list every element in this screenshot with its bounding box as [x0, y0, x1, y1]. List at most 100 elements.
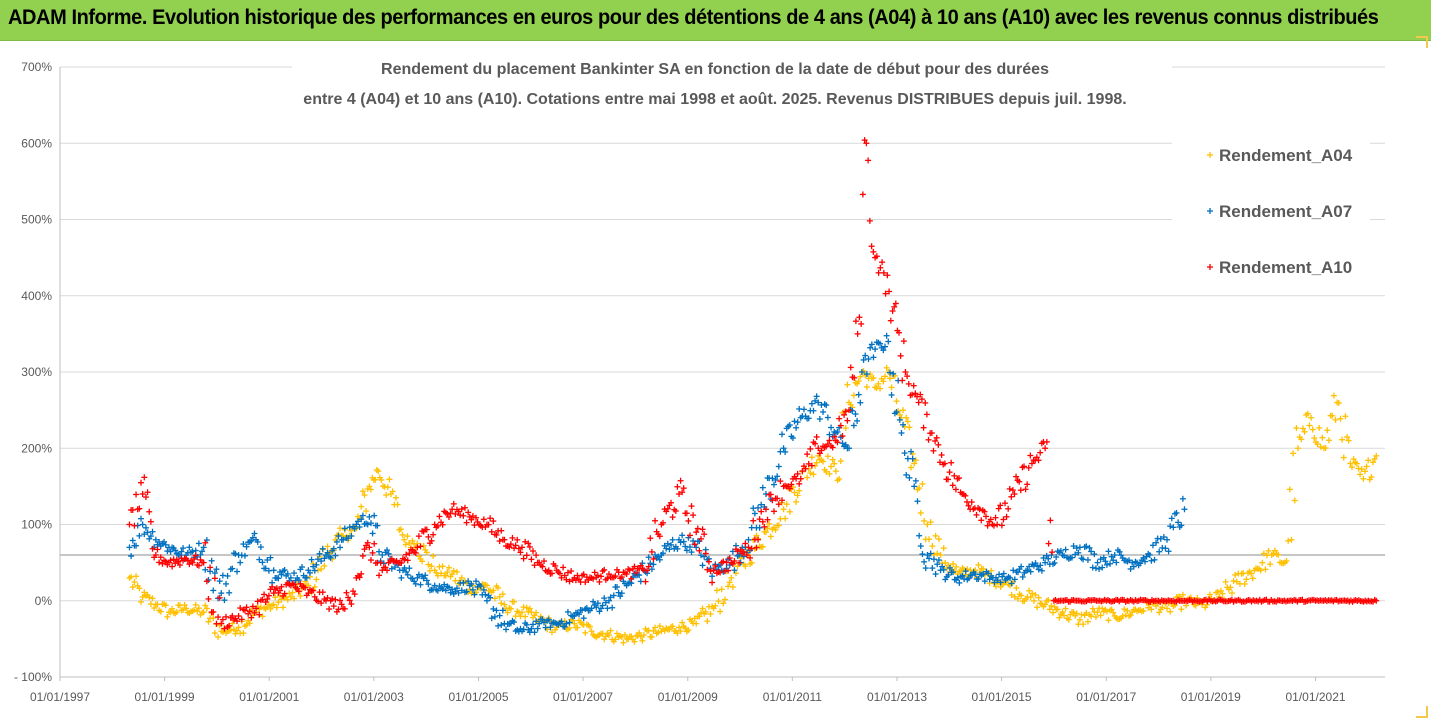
- data-point-trace: [534, 559, 541, 566]
- data-point-trace: [1005, 581, 1012, 588]
- data-point-trace: [1010, 567, 1017, 574]
- data-point-trace: [935, 441, 942, 448]
- data-point-trace: [411, 540, 418, 547]
- data-point: [431, 582, 438, 589]
- data-point-trace: [908, 448, 915, 455]
- data-point-trace: [607, 594, 614, 601]
- data-point-trace: [517, 549, 524, 556]
- data-point-trace: [423, 577, 430, 584]
- data-point-trace: [839, 440, 846, 447]
- data-point-trace: [981, 578, 988, 585]
- data-point-trace: [968, 499, 975, 506]
- data-point-trace: [910, 382, 917, 389]
- data-point-trace: [404, 533, 411, 540]
- data-point-trace: [737, 546, 744, 553]
- data-point-trace: [458, 574, 465, 581]
- data-point-trace: [384, 567, 391, 574]
- data-point-trace: [593, 604, 600, 611]
- data-point-trace: [234, 568, 241, 575]
- data-point-trace: [950, 560, 957, 567]
- data-point-trace: [965, 502, 972, 509]
- data-point-trace: [262, 599, 269, 606]
- data-point-trace: [860, 356, 867, 363]
- data-point-trace: [383, 492, 390, 499]
- data-point-trace: [267, 554, 274, 561]
- data-point-trace: [764, 525, 771, 532]
- data-point-trace: [354, 518, 361, 525]
- data-point-trace: [211, 575, 218, 582]
- data-point-trace: [1232, 571, 1239, 578]
- data-point-trace: [211, 630, 218, 637]
- data-point-trace: [230, 626, 237, 633]
- y-tick-label: 0%: [35, 594, 53, 608]
- data-point-trace: [335, 606, 342, 613]
- data-point-trace: [761, 523, 768, 530]
- data-point-trace: [149, 528, 156, 535]
- data-point-trace: [284, 570, 291, 577]
- data-point-trace: [137, 479, 144, 486]
- data-point-trace: [1034, 604, 1041, 611]
- data-point-trace: [691, 541, 698, 548]
- data-point-trace: [788, 481, 795, 488]
- header-title: ADAM Informe. Evolution historique des p…: [8, 5, 1379, 29]
- data-point: [139, 521, 146, 528]
- data-point-trace: [820, 408, 827, 415]
- data-point-trace: [697, 552, 704, 559]
- data-point-trace: [917, 543, 924, 550]
- data-point-trace: [900, 421, 907, 428]
- data-point-trace: [725, 567, 732, 574]
- data-point: [183, 605, 190, 612]
- data-point-trace: [613, 630, 620, 637]
- data-point-trace: [1330, 392, 1337, 399]
- data-point-trace: [386, 476, 393, 483]
- data-point: [1295, 445, 1302, 452]
- data-point-trace: [748, 559, 755, 566]
- data-point-trace: [828, 424, 835, 431]
- data-point-trace: [669, 536, 676, 543]
- data-point-trace: [591, 569, 598, 576]
- data-point-trace: [861, 137, 868, 144]
- data-point-trace: [674, 630, 681, 637]
- data-point-trace: [1344, 433, 1351, 440]
- data-point-trace: [394, 501, 401, 508]
- data-point-trace: [1353, 460, 1360, 467]
- data-point-trace: [893, 398, 900, 405]
- data-point-trace: [450, 567, 457, 574]
- data-point: [1076, 616, 1083, 623]
- data-point-trace: [622, 569, 629, 576]
- data-point-trace: [1027, 452, 1034, 459]
- data-point-trace: [463, 588, 470, 595]
- data-point-trace: [685, 517, 692, 524]
- data-point-trace: [210, 608, 217, 615]
- data-point-trace: [359, 488, 366, 495]
- data-point-trace: [498, 600, 505, 607]
- data-point-trace: [900, 407, 907, 414]
- data-point-trace: [598, 573, 605, 580]
- data-point-trace: [978, 517, 985, 524]
- data-point-trace: [447, 589, 454, 596]
- data-point: [885, 338, 892, 345]
- data-point-trace: [997, 502, 1004, 509]
- data-point-trace: [1070, 543, 1077, 550]
- data-point-trace: [668, 541, 675, 548]
- data-point-trace: [983, 513, 990, 520]
- data-point-trace: [804, 451, 811, 458]
- data-point-trace: [712, 602, 719, 609]
- data-point-trace: [358, 516, 365, 523]
- data-point-trace: [404, 557, 411, 564]
- data-point-trace: [862, 352, 869, 359]
- data-point-trace: [778, 497, 785, 504]
- data-point-trace: [1159, 604, 1166, 611]
- axes: - 100% 0% 100% 200% 300% 400% 500% 600% 700% 01/0…: [14, 60, 1385, 704]
- data-point-trace: [637, 633, 644, 640]
- data-point-trace: [226, 589, 233, 596]
- data-point-trace: [195, 562, 202, 569]
- data-point-trace: [859, 191, 866, 198]
- data-point-trace: [1105, 617, 1112, 624]
- data-point-trace: [650, 555, 657, 562]
- data-point-trace: [810, 471, 817, 478]
- data-point-trace: [813, 433, 820, 440]
- data-point: [815, 445, 822, 452]
- data-point-trace: [1091, 608, 1098, 615]
- data-point-trace: [1214, 588, 1221, 595]
